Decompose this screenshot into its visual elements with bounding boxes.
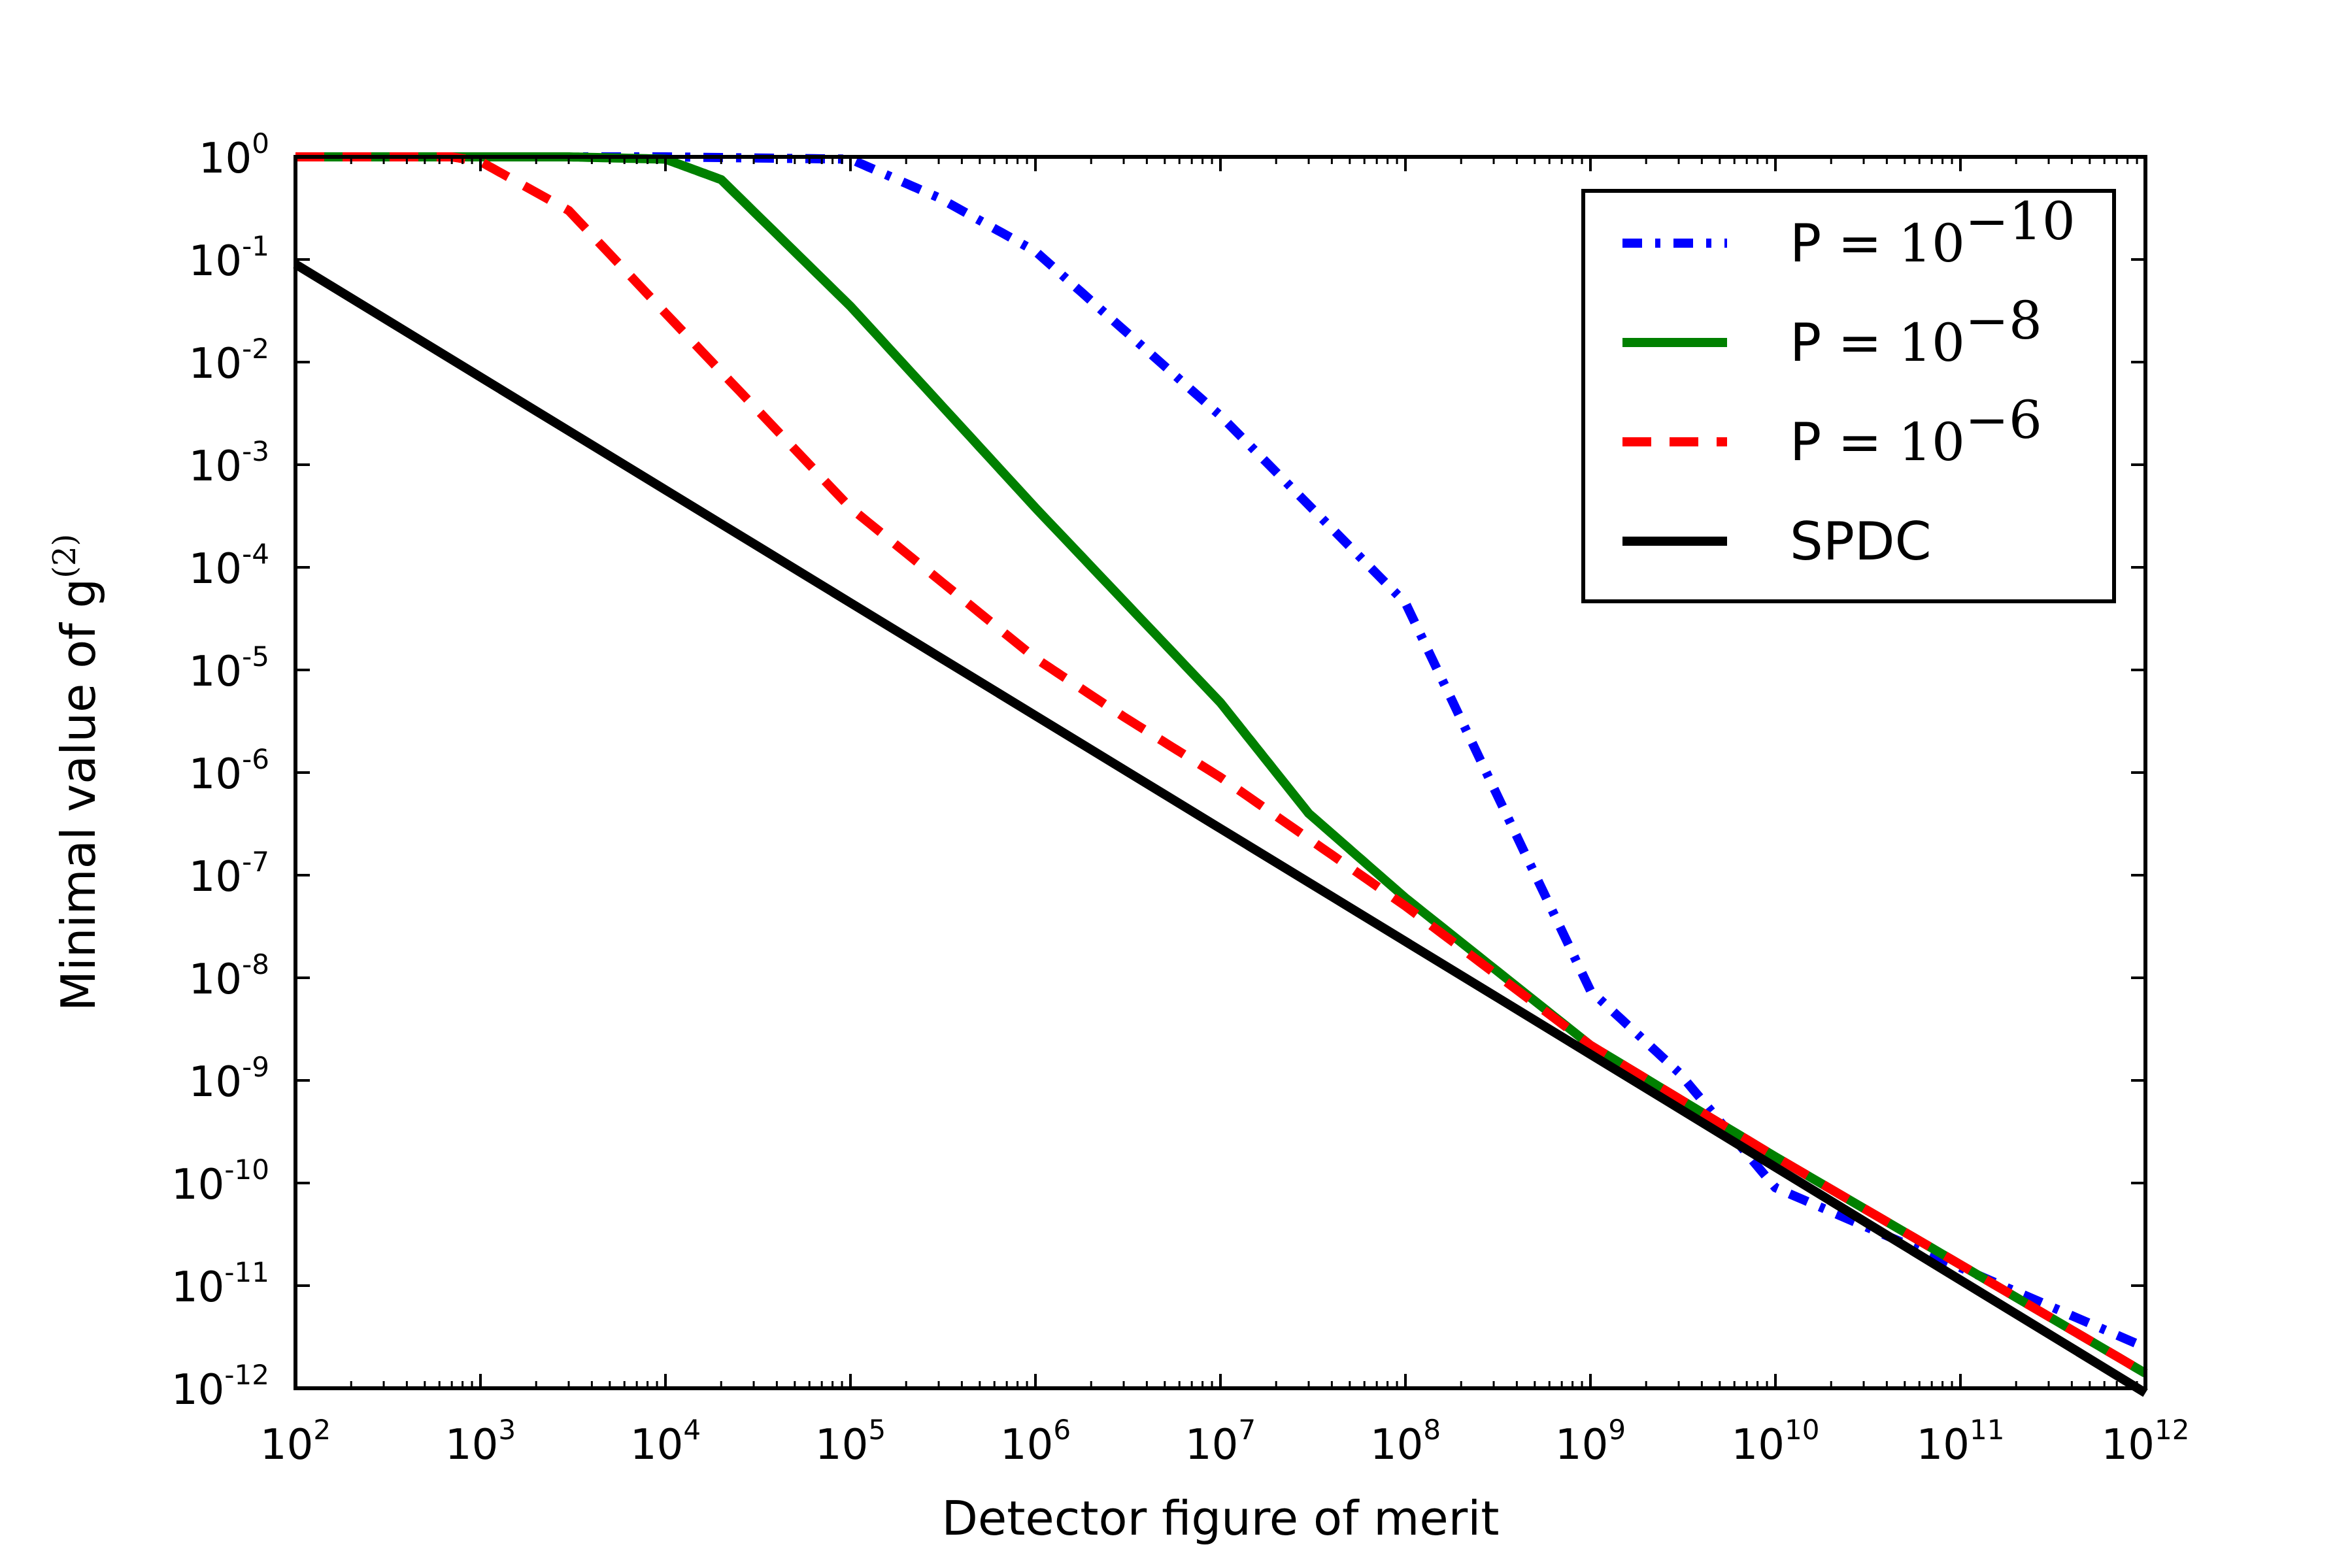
y-tick-label: 10-6: [189, 743, 269, 799]
legend-label: P = 10−8: [1790, 290, 2042, 373]
x-tick-labels: 102 103 104 105 106 107 108 109 1010 1011 1012: [260, 1414, 2190, 1469]
y-tick-label: 10-5: [189, 641, 269, 696]
y-tick-label: 10-7: [189, 846, 269, 901]
legend-entries: P = 10−10 P = 10−8 P = 10−6 SPDC: [1622, 191, 2075, 572]
legend-label: SPDC: [1790, 511, 1931, 572]
x-tick-label: 108: [1370, 1414, 1441, 1469]
legend-label: P = 10−6: [1790, 390, 2042, 473]
x-tick-label: 106: [1000, 1414, 1071, 1469]
x-tick-label: 1012: [2102, 1414, 2190, 1469]
y-tick-label: 10-10: [171, 1154, 269, 1209]
x-axis-title: Detector figure of merit: [941, 1491, 1499, 1546]
legend-entry-2: P = 10−6: [1622, 390, 2042, 473]
y-tick-label: 10-3: [189, 435, 269, 491]
x-tick-label: 104: [630, 1414, 701, 1469]
x-tick-label: 103: [445, 1414, 516, 1469]
x-tick-label: 1010: [1732, 1414, 1820, 1469]
series-line-3: [293, 260, 2148, 1397]
y-tick-label: 10-9: [189, 1051, 269, 1107]
y-axis-title: Minimal value of g(2): [46, 534, 106, 1011]
tick-layer: [294, 156, 2147, 1390]
x-tick-label: 1011: [1917, 1414, 2005, 1469]
x-tick-label: 105: [815, 1414, 886, 1469]
y-tick-label: 10-8: [189, 948, 269, 1004]
legend-entry-3: SPDC: [1622, 511, 1931, 572]
y-tick-label: 10-4: [189, 538, 269, 593]
y-tick-label: 10-2: [189, 333, 269, 388]
x-tick-label: 107: [1185, 1414, 1256, 1469]
y-axis-title-sup: (2): [46, 534, 83, 578]
legend-box: [1581, 189, 2116, 603]
y-axis-title-main: Minimal value of g: [51, 578, 106, 1011]
y-tick-label: 10-1: [189, 230, 269, 286]
y-tick-labels: 100 10-1 10-2 10-3 10-4 10-5 10-6 10-7 10-8 10-9 1…: [171, 127, 269, 1414]
legend-entry-0: P = 10−10: [1622, 191, 2075, 274]
y-tick-label: 100: [199, 127, 269, 183]
legend: P = 10−10 P = 10−8 P = 10−6 SPDC: [1581, 189, 2116, 603]
y-tick-label: 10-11: [171, 1256, 269, 1312]
x-tick-label: 102: [260, 1414, 331, 1469]
series-line-2: [295, 152, 2148, 1378]
x-tick-label: 109: [1555, 1414, 1626, 1469]
legend-label: P = 10−10: [1790, 191, 2075, 274]
legend-entry-1: P = 10−8: [1622, 290, 2042, 373]
y-tick-label: 10-12: [171, 1359, 269, 1414]
